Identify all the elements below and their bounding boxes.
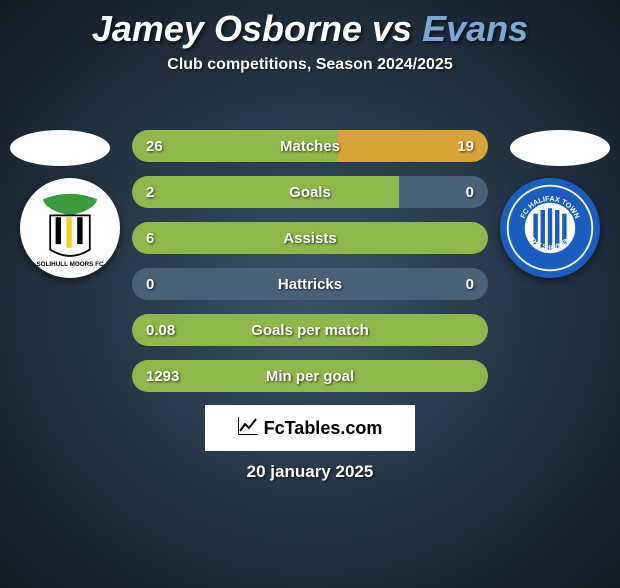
stat-label: Goals per match (251, 322, 369, 339)
svg-text:SOLIHULL MOORS FC: SOLIHULL MOORS FC (36, 261, 104, 268)
stat-row: Matches 26 19 (132, 130, 488, 162)
stat-value-left: 6 (146, 230, 154, 247)
stat-bar-right (399, 176, 488, 208)
stats-panel: Matches2619Goals20Assists6Hattricks00Goa… (132, 130, 488, 406)
stat-value-right: 0 (466, 276, 474, 293)
stat-value-left: 0 (146, 276, 154, 293)
stat-value-right: 19 (457, 138, 474, 155)
stat-row: Min per goal 1293 (132, 360, 488, 392)
stat-bar-left (132, 176, 399, 208)
solihull-moors-badge-icon: SOLIHULL MOORS FC (25, 183, 115, 273)
stat-row: Assists 6 (132, 222, 488, 254)
player1-name: Jamey Osborne (92, 8, 362, 49)
stat-row: Goals 2 0 (132, 176, 488, 208)
subtitle: Club competitions, Season 2024/2025 (0, 56, 620, 74)
stat-value-right: 0 (466, 184, 474, 201)
club-badge-right: FC HALIFAX TOWN THE SHAYMEN (500, 178, 600, 278)
stat-value-left: 1293 (146, 368, 179, 385)
branding-box[interactable]: FcTables.com (205, 405, 415, 451)
player1-avatar-slot (10, 130, 110, 166)
stat-row: Goals per match 0.08 (132, 314, 488, 346)
stat-label: Goals (289, 184, 331, 201)
page-title: Jamey Osborne vs Evans (0, 8, 620, 50)
stat-label: Matches (280, 138, 340, 155)
date-text: 20 january 2025 (247, 462, 374, 482)
stat-label: Min per goal (266, 368, 354, 385)
halifax-town-badge-icon: FC HALIFAX TOWN THE SHAYMEN (505, 183, 595, 273)
stat-label: Assists (283, 230, 336, 247)
stat-row: Hattricks 0 0 (132, 268, 488, 300)
stat-value-left: 2 (146, 184, 154, 201)
club-badge-left: SOLIHULL MOORS FC (20, 178, 120, 278)
stat-label: Hattricks (278, 276, 342, 293)
chart-icon (238, 417, 258, 440)
stat-value-left: 26 (146, 138, 163, 155)
vs-text: vs (372, 8, 412, 49)
player2-name: Evans (422, 8, 528, 49)
player2-avatar-slot (510, 130, 610, 166)
stat-value-left: 0.08 (146, 322, 175, 339)
branding-text: FcTables.com (264, 418, 383, 439)
